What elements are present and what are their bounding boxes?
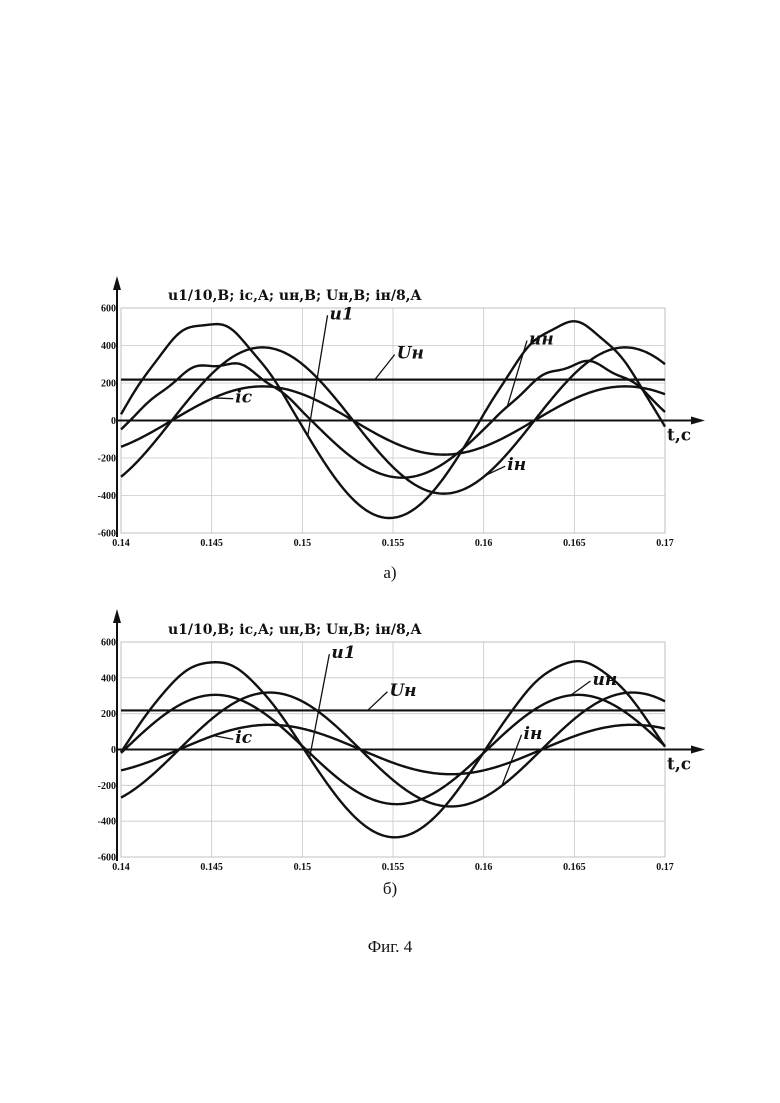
- curve-label: u1: [330, 304, 354, 324]
- curve-label: u1: [331, 643, 355, 663]
- curve-label: uн: [529, 330, 554, 350]
- y-tick-label: 600: [101, 638, 116, 649]
- subfigure-caption: а): [383, 563, 396, 582]
- y-tick-label: 400: [101, 673, 116, 684]
- y-tick-label: -600: [98, 853, 116, 864]
- curve-label: uн: [592, 670, 617, 690]
- curve-label: ic: [235, 728, 252, 748]
- label-leader-line: [571, 681, 591, 695]
- y-tick-label: -200: [98, 454, 116, 465]
- y-tick-label: 400: [101, 341, 116, 352]
- x-tick-label: 0.155: [382, 862, 405, 873]
- curve-label: ic: [235, 388, 252, 408]
- y-tick-label: -400: [98, 817, 116, 828]
- x-tick-label: 0.165: [563, 538, 586, 549]
- x-axis-label: t,c: [667, 755, 691, 775]
- label-leader-line: [310, 654, 330, 758]
- label-leader-line: [213, 398, 233, 399]
- chart-b: 0.14 0.145 0.15 0.155 0.16 0.165 0.17 -600 -400 -…: [98, 609, 705, 898]
- x-tick-label: 0.165: [563, 862, 586, 873]
- x-tick-label: 0.14: [112, 538, 130, 549]
- label-leader-line: [213, 736, 233, 740]
- x-tick-label: 0.17: [656, 862, 674, 873]
- x-tick-label: 0.155: [382, 538, 405, 549]
- x-tick-label: 0.15: [294, 862, 312, 873]
- y-tick-label: 200: [101, 379, 116, 390]
- y-tick-label: 0: [111, 416, 116, 427]
- x-tick-label: 0.14: [112, 862, 130, 873]
- y-axis-arrow: [113, 609, 121, 623]
- curve-label: Uн: [397, 344, 424, 364]
- curve-label: iн: [507, 455, 526, 475]
- y-axis-arrow: [113, 276, 121, 290]
- x-axis-label: t,c: [667, 426, 691, 446]
- chart-a: 0.14 0.145 0.15 0.155 0.16 0.165 0.17 -600 -400 -…: [98, 276, 705, 582]
- curve-label: Uн: [389, 681, 416, 701]
- x-tick-label: 0.145: [200, 538, 223, 549]
- figure-caption: Фиг. 4: [368, 937, 413, 956]
- label-leader-line: [375, 355, 395, 380]
- x-tick-label: 0.17: [656, 538, 674, 549]
- y-tick-label: 0: [111, 745, 116, 756]
- subfigure-caption: б): [383, 879, 397, 898]
- x-tick-label: 0.145: [200, 862, 223, 873]
- y-tick-label: -400: [98, 491, 116, 502]
- x-tick-label: 0.15: [294, 538, 312, 549]
- label-leader-line: [368, 692, 388, 711]
- chart-title: u1/10,B; ic,A; uн,B; Uн,B; iн/8,A: [168, 288, 423, 304]
- y-tick-label: -600: [98, 529, 116, 540]
- label-leader-line: [308, 315, 328, 436]
- x-tick-label: 0.16: [475, 538, 493, 549]
- curve-label: iн: [524, 724, 543, 744]
- chart-title: u1/10,B; ic,A; uн,B; Uн,B; iн/8,A: [168, 622, 423, 638]
- x-axis-arrow: [691, 746, 705, 754]
- x-axis-arrow: [691, 417, 705, 425]
- y-tick-label: 600: [101, 304, 116, 315]
- x-tick-label: 0.16: [475, 862, 493, 873]
- y-tick-label: 200: [101, 709, 116, 720]
- y-tick-label: -200: [98, 781, 116, 792]
